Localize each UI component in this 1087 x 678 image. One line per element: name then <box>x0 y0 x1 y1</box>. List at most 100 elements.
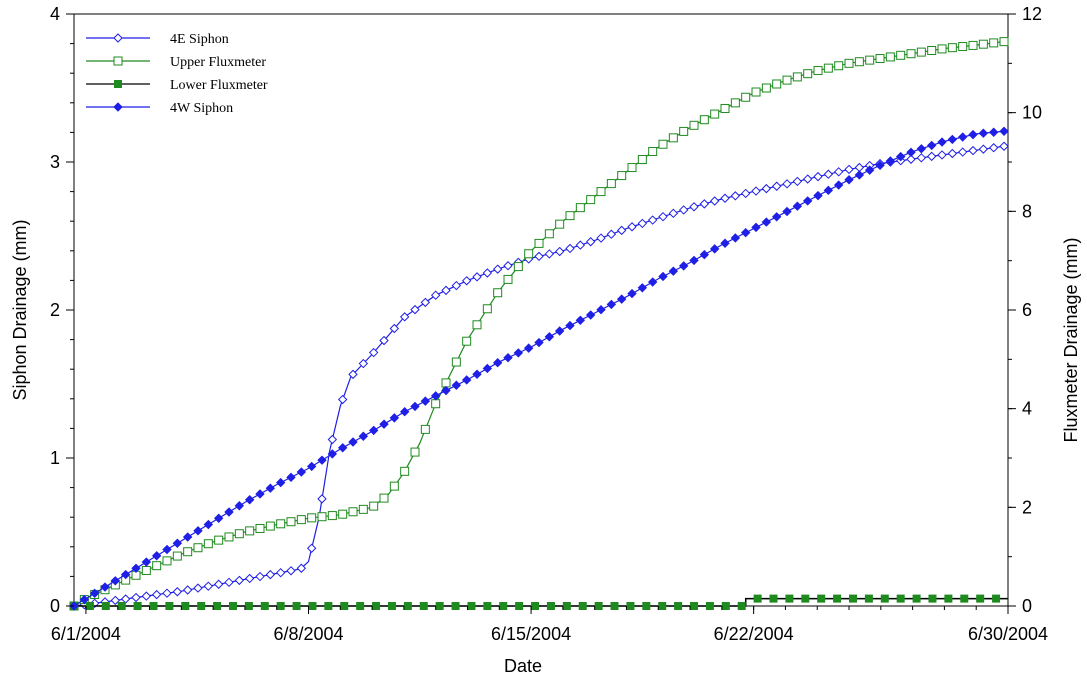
data-point <box>324 602 333 610</box>
data-point <box>296 467 307 477</box>
data-point <box>131 592 141 603</box>
data-point <box>513 262 523 272</box>
data-point <box>606 299 617 310</box>
data-point <box>544 229 554 239</box>
data-point <box>327 449 338 459</box>
data-point <box>224 577 234 588</box>
legend-label: 4W Siphon <box>170 101 233 116</box>
data-point <box>451 280 462 291</box>
data-point <box>244 573 255 584</box>
data-point <box>554 326 565 336</box>
data-point <box>182 585 193 595</box>
data-point <box>356 602 365 610</box>
data-point <box>368 347 379 358</box>
data-point <box>337 443 348 453</box>
data-point <box>957 132 968 142</box>
data-point <box>441 385 451 396</box>
data-point <box>674 602 683 610</box>
data-point <box>720 103 730 113</box>
data-point <box>885 156 896 166</box>
data-point <box>647 215 658 225</box>
data-point <box>151 589 162 600</box>
legend-marker <box>113 33 123 43</box>
data-point <box>544 332 555 342</box>
data-point <box>431 399 441 409</box>
data-point <box>586 195 596 205</box>
data-point <box>865 55 875 65</box>
data-point <box>594 602 603 610</box>
data-point <box>89 588 100 599</box>
data-point <box>947 134 958 145</box>
data-point <box>817 594 826 603</box>
data-point <box>181 602 190 610</box>
data-point <box>296 563 307 573</box>
data-point <box>668 266 679 276</box>
data-point <box>340 602 349 610</box>
data-point <box>482 268 493 278</box>
series-line <box>73 130 1009 607</box>
data-point <box>679 126 689 136</box>
data-point <box>203 519 214 530</box>
data-point <box>637 218 648 229</box>
data-point <box>214 535 224 545</box>
data-point <box>451 602 460 610</box>
data-point <box>524 249 534 259</box>
data-point <box>275 567 286 578</box>
data-point <box>193 526 203 536</box>
data-point <box>751 222 761 233</box>
data-point <box>627 288 637 299</box>
data-point <box>120 594 131 604</box>
data-point <box>721 602 730 610</box>
data-point <box>769 594 778 603</box>
data-point <box>224 507 234 517</box>
data-point <box>648 147 658 157</box>
y-tick-label-right: 2 <box>1022 497 1032 517</box>
data-point <box>690 602 699 610</box>
y-axis-title-left: Siphon Drainage (mm) <box>10 219 30 400</box>
data-point <box>213 602 222 610</box>
data-point <box>534 251 544 262</box>
data-point <box>999 37 1009 47</box>
data-point <box>585 310 596 320</box>
data-point <box>555 219 565 229</box>
data-point <box>730 98 740 108</box>
data-point <box>678 261 689 271</box>
x-tick-label: 6/15/2004 <box>491 624 571 644</box>
data-point <box>960 594 969 603</box>
data-point <box>895 151 906 162</box>
data-point <box>368 425 379 436</box>
data-point <box>689 120 699 130</box>
data-point <box>430 290 441 300</box>
data-point <box>483 602 492 610</box>
data-point <box>182 532 193 542</box>
data-point <box>296 515 306 525</box>
data-point <box>546 602 555 610</box>
data-point <box>317 494 327 504</box>
data-point <box>916 144 927 154</box>
data-point <box>699 115 709 125</box>
data-point <box>668 133 678 143</box>
data-point <box>947 43 957 53</box>
data-point <box>472 272 482 282</box>
data-point <box>338 509 348 519</box>
data-point <box>317 455 327 465</box>
data-point <box>327 511 337 521</box>
data-point <box>761 83 771 93</box>
data-point <box>802 196 813 206</box>
data-point <box>968 145 978 156</box>
data-point <box>265 569 276 580</box>
data-point <box>610 602 619 610</box>
data-point <box>435 602 444 610</box>
legend: 4E Siphon Upper Fluxmeter Lower Fluxmeter 4… <box>86 32 268 116</box>
data-point <box>699 249 710 260</box>
data-point <box>782 75 792 85</box>
data-point <box>802 174 813 184</box>
data-point <box>467 602 476 610</box>
data-point <box>110 576 121 586</box>
data-point <box>389 323 400 334</box>
data-point <box>255 523 265 533</box>
data-point <box>999 141 1009 151</box>
series-4w-siphon <box>69 126 1009 611</box>
data-point <box>499 602 508 610</box>
data-point <box>410 401 420 412</box>
